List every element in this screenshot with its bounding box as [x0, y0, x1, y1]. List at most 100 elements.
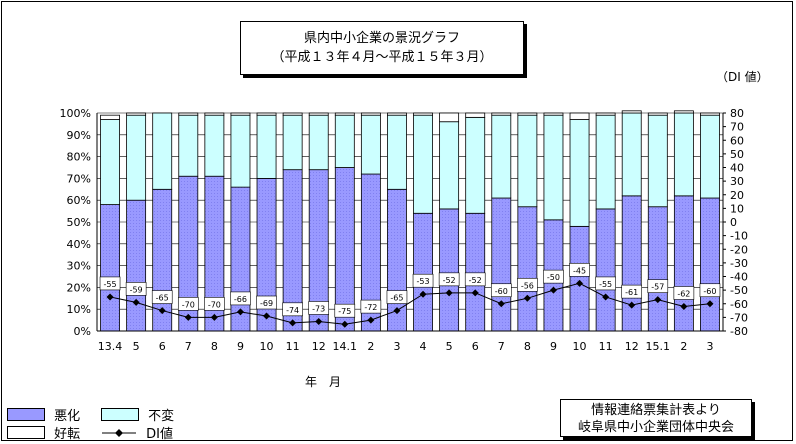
di-data-label: -59	[130, 285, 143, 294]
bar-better	[700, 112, 720, 116]
bar-same	[334, 114, 355, 168]
bar-same	[308, 114, 329, 171]
legend-item-same: 不変	[101, 404, 174, 424]
di-point	[106, 293, 114, 301]
bar-better	[439, 112, 460, 123]
di-label-box	[230, 291, 251, 306]
di-label-box	[308, 301, 330, 315]
di-data-label: -74	[286, 306, 299, 315]
di-label-box	[177, 297, 199, 311]
di-point	[289, 319, 297, 327]
bar-same	[543, 114, 564, 221]
left-tick-label: 40%	[67, 238, 91, 251]
di-label-box	[464, 272, 486, 287]
right-tick-label: -10	[730, 230, 748, 243]
di-label-box	[647, 279, 669, 293]
left-tick-label: 60%	[67, 194, 91, 207]
right-tick-label: 80	[730, 107, 744, 120]
bar-better	[491, 112, 512, 116]
di-data-label: -53	[417, 277, 430, 286]
x-tick-label: 8	[211, 340, 218, 353]
legend-label-same: 不変	[148, 409, 175, 424]
di-point	[654, 296, 662, 304]
bar-worse	[595, 208, 616, 332]
di-data-label: -65	[390, 294, 403, 303]
right-tick-label: 40	[730, 162, 744, 175]
di-point	[628, 301, 636, 309]
di-point	[680, 302, 688, 310]
bar-worse	[621, 195, 642, 332]
di-data-label: -70	[182, 300, 195, 309]
di-label-box	[204, 297, 225, 311]
bar-same	[360, 114, 381, 175]
di-label-box	[151, 290, 173, 304]
bar-better	[360, 112, 381, 116]
left-tick-label: 20%	[67, 281, 91, 294]
di-data-label: -50	[547, 273, 560, 282]
legend-swatch-better	[7, 426, 45, 439]
bar-better	[178, 112, 199, 116]
x-tick-label: 12	[312, 340, 326, 353]
bar-worse	[465, 212, 486, 332]
left-tick-label: 100%	[60, 107, 91, 120]
x-tick-label: 6	[159, 340, 166, 353]
di-point	[132, 298, 140, 306]
di-label-box	[621, 284, 643, 299]
di-point	[393, 307, 401, 315]
bar-better	[569, 112, 590, 120]
bar-worse	[491, 197, 512, 332]
bar-better	[387, 112, 407, 116]
bar-same	[413, 114, 433, 214]
legend-item-worse: 悪化	[7, 404, 80, 424]
right-tick-label: -50	[730, 284, 748, 297]
bar-same	[621, 112, 642, 197]
bar-worse	[439, 208, 460, 332]
left-tick-label: 10%	[67, 303, 91, 316]
right-tick-label: 20	[730, 189, 744, 202]
di-label-box	[360, 299, 382, 314]
bar-same	[100, 119, 120, 205]
bar-better	[673, 110, 694, 114]
bar-better	[647, 112, 668, 116]
bar-worse	[413, 212, 433, 332]
di-label-box	[517, 277, 538, 292]
right-axis-unit-label: （DI 値）	[716, 70, 769, 84]
di-point	[445, 289, 453, 297]
di-data-label: -66	[234, 295, 247, 304]
bar-better	[204, 112, 225, 116]
di-label-box	[282, 302, 303, 317]
x-tick-label: 13.4	[98, 340, 123, 353]
right-tick-label: 0	[730, 216, 737, 229]
di-point	[549, 286, 557, 294]
x-tick-label: 6	[472, 340, 479, 353]
x-tick-label: 10	[260, 340, 274, 353]
legend-label-better: 好転	[54, 427, 81, 442]
source-line-2: 岐阜県中小企業団体中央会	[577, 420, 734, 435]
bar-same	[178, 114, 199, 177]
bar-worse	[126, 199, 147, 332]
di-label-box	[99, 276, 121, 291]
di-data-label: -60	[703, 287, 716, 296]
bar-better	[100, 114, 120, 120]
bar-better	[126, 112, 147, 116]
bar-same	[595, 114, 616, 210]
bar-better	[256, 112, 277, 116]
di-data-label: -65	[156, 294, 169, 303]
di-point	[602, 293, 610, 301]
x-tick-label: 4	[420, 340, 427, 353]
di-data-label: -69	[260, 299, 273, 308]
di-label-box	[490, 283, 512, 298]
right-tick-label: -70	[730, 311, 748, 324]
left-tick-label: 90%	[67, 129, 91, 142]
bar-same	[152, 112, 173, 190]
di-point	[367, 316, 375, 324]
di-label-box	[386, 290, 408, 304]
di-label-box	[569, 263, 590, 277]
di-point	[341, 320, 349, 328]
x-tick-label: 9	[550, 340, 557, 353]
bar-better	[517, 112, 538, 116]
bar-worse	[700, 197, 720, 332]
di-data-label: -61	[625, 288, 638, 297]
bar-better	[413, 112, 433, 116]
